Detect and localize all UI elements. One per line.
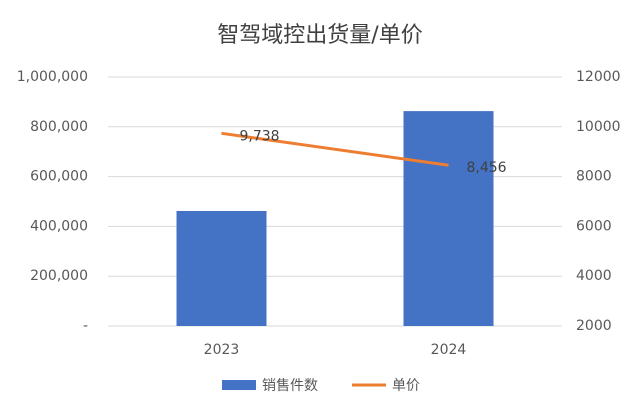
bar — [403, 111, 494, 326]
y-tick-label: 1,000,000 — [17, 69, 88, 85]
y2-tick-label: 12000 — [576, 69, 621, 85]
y2-tick-label: 6000 — [576, 218, 612, 234]
legend-label: 单价 — [392, 378, 420, 394]
y2-tick-label: 10000 — [576, 119, 621, 135]
y2-tick-label: 4000 — [576, 268, 612, 284]
y-tick-label: 600,000 — [30, 169, 88, 185]
data-label: 9,738 — [240, 128, 280, 144]
y-tick-label: 800,000 — [30, 119, 88, 135]
legend-label: 销售件数 — [262, 378, 318, 394]
y2-tick-label: 2000 — [576, 318, 612, 334]
y-tick-label: - — [83, 318, 88, 334]
chart-title: 智驾域控出货量/单价 — [217, 23, 422, 48]
legend-swatch — [222, 380, 256, 390]
data-label: 8,456 — [467, 160, 507, 176]
y-tick-label: 400,000 — [30, 218, 88, 234]
line — [221, 131, 449, 167]
y-tick-label: 200,000 — [30, 268, 88, 284]
bar — [176, 210, 267, 326]
y2-tick-label: 8000 — [576, 169, 612, 185]
x-tick-label: 2024 — [431, 342, 467, 358]
x-tick-label: 2023 — [204, 342, 240, 358]
